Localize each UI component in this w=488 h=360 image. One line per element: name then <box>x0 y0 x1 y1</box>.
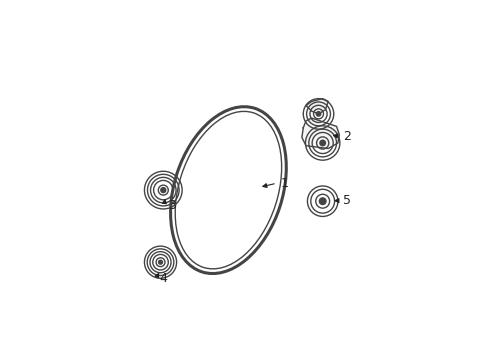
Circle shape <box>161 188 165 193</box>
Polygon shape <box>301 118 339 149</box>
Text: 4: 4 <box>159 272 167 285</box>
Circle shape <box>319 140 325 146</box>
Circle shape <box>316 112 320 116</box>
Text: 5: 5 <box>342 194 350 207</box>
Text: 3: 3 <box>167 199 175 212</box>
Circle shape <box>319 198 325 204</box>
Polygon shape <box>305 99 327 114</box>
Text: 1: 1 <box>280 177 288 190</box>
Text: 2: 2 <box>342 130 350 143</box>
Circle shape <box>158 260 162 264</box>
